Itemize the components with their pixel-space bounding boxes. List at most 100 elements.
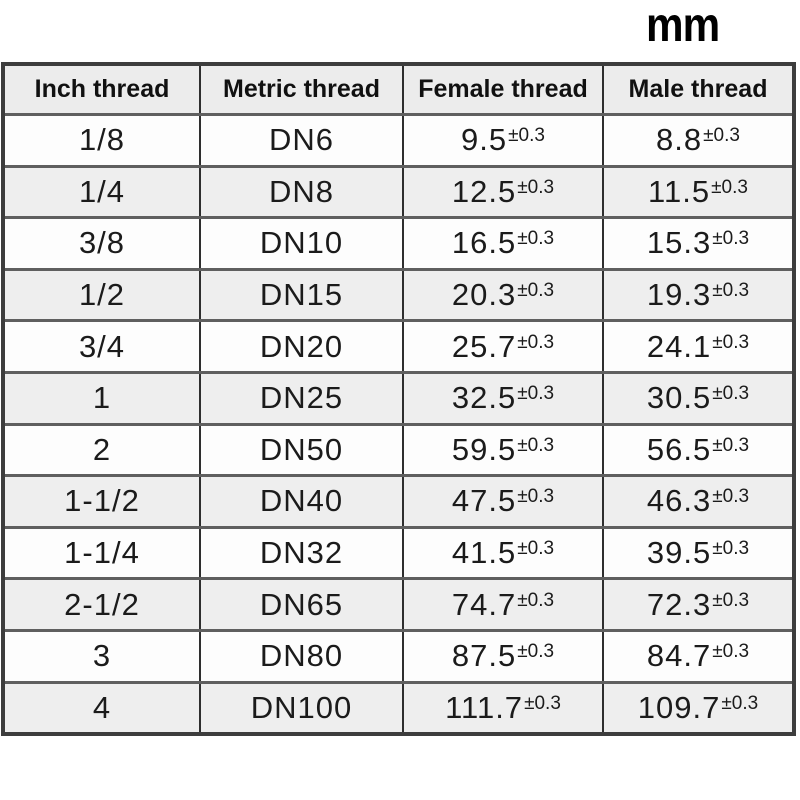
header-male-thread: Male thread — [602, 62, 795, 116]
female-thread-cell: 32.5±0.3 — [402, 370, 604, 426]
inch-thread-cell: 1-1/4 — [2, 525, 201, 581]
cell-value: 9.5 — [461, 122, 508, 158]
metric-thread-cell: DN32 — [199, 525, 404, 581]
table-row: 1/4 DN8 12.5±0.3 11.5±0.3 — [2, 164, 795, 220]
cell-value: DN40 — [259, 483, 344, 519]
tolerance-superscript: ±0.3 — [711, 176, 748, 198]
cell-value: 1-1/4 — [64, 535, 140, 571]
tolerance-superscript: ±0.3 — [703, 125, 740, 147]
female-thread-cell: 16.5±0.3 — [402, 216, 604, 271]
cell-value: 2-1/2 — [64, 586, 140, 622]
inch-thread-cell: 1 — [2, 370, 201, 426]
metric-thread-cell: DN50 — [199, 422, 404, 478]
inch-thread-cell: 3/8 — [2, 216, 201, 271]
cell-value: 47.5 — [451, 483, 517, 519]
inch-thread-cell: 2 — [2, 422, 201, 478]
cell-value: 19.3 — [646, 277, 712, 313]
inch-thread-cell: 3/4 — [2, 319, 201, 374]
tolerance-superscript: ±0.3 — [508, 125, 545, 147]
table-row: 2 DN50 59.5±0.3 56.5±0.3 — [2, 422, 795, 478]
cell-value: 72.3 — [646, 586, 712, 622]
table-row: 1/2 DN15 20.3±0.3 19.3±0.3 — [2, 267, 795, 323]
tolerance-superscript: ±0.3 — [517, 228, 555, 250]
cell-value: DN80 — [259, 638, 344, 674]
male-thread-cell: 24.1±0.3 — [602, 319, 795, 374]
metric-thread-cell: DN20 — [199, 319, 404, 374]
cell-value: DN50 — [259, 431, 344, 467]
cell-value: DN15 — [259, 277, 344, 313]
table-row: 3/4 DN20 25.7±0.3 24.1±0.3 — [2, 319, 795, 374]
cell-value: 74.7 — [451, 586, 517, 622]
metric-thread-cell: DN8 — [199, 164, 404, 220]
table-row: 1 DN25 32.5±0.3 30.5±0.3 — [2, 370, 795, 426]
cell-value: 4 — [92, 689, 112, 725]
cell-value: DN10 — [259, 225, 344, 261]
cell-value: 111.7 — [445, 689, 524, 725]
tolerance-superscript: ±0.3 — [721, 692, 759, 714]
inch-thread-cell: 4 — [2, 680, 201, 736]
table-body: 1/8 DN6 9.5±0.3 8.8±0.3 1/4 DN8 12.5±0.3 11.5±0… — [2, 113, 795, 736]
unit-label: mm — [646, 0, 720, 52]
tolerance-superscript: ±0.3 — [517, 331, 555, 353]
tolerance-superscript: ±0.3 — [517, 537, 555, 559]
cell-value: 59.5 — [451, 431, 517, 467]
inch-thread-cell: 1/4 — [2, 164, 201, 220]
cell-value: 8.8 — [656, 122, 703, 158]
table-row: 3/8 DN10 16.5±0.3 15.3±0.3 — [2, 216, 795, 271]
cell-value: DN32 — [259, 535, 344, 571]
cell-value: DN25 — [259, 380, 344, 416]
tolerance-superscript: ±0.3 — [517, 176, 555, 198]
cell-value: DN6 — [268, 122, 334, 158]
tolerance-superscript: ±0.3 — [712, 486, 750, 508]
table-row: 4 DN100 111.7±0.3 109.7±0.3 — [2, 680, 795, 736]
metric-thread-cell: DN25 — [199, 370, 404, 426]
female-thread-cell: 41.5±0.3 — [402, 525, 604, 581]
tolerance-superscript: ±0.3 — [712, 589, 750, 611]
header-female-thread: Female thread — [402, 62, 604, 116]
cell-value: 109.7 — [637, 689, 721, 725]
cell-value: 87.5 — [451, 638, 517, 674]
male-thread-cell: 11.5±0.3 — [602, 164, 795, 220]
cell-value: 3 — [92, 638, 112, 674]
metric-thread-cell: DN40 — [199, 474, 404, 529]
male-thread-cell: 19.3±0.3 — [602, 267, 795, 323]
metric-thread-cell: DN65 — [199, 577, 404, 632]
cell-value: 25.7 — [451, 328, 517, 364]
tolerance-superscript: ±0.3 — [712, 228, 750, 250]
cell-value: 1-1/2 — [64, 483, 140, 519]
table-row: 1/8 DN6 9.5±0.3 8.8±0.3 — [2, 113, 795, 168]
cell-value: 56.5 — [646, 431, 712, 467]
cell-value: 24.1 — [646, 328, 712, 364]
female-thread-cell: 59.5±0.3 — [402, 422, 604, 478]
tolerance-superscript: ±0.3 — [517, 641, 555, 663]
female-thread-cell: 111.7±0.3 — [402, 680, 604, 736]
header-metric-thread: Metric thread — [199, 62, 404, 116]
cell-value: 30.5 — [646, 380, 712, 416]
male-thread-cell: 46.3±0.3 — [602, 474, 795, 529]
cell-value: 1/2 — [78, 277, 126, 313]
cell-value: 39.5 — [646, 535, 712, 571]
cell-value: 1 — [92, 380, 112, 416]
tolerance-superscript: ±0.3 — [712, 331, 750, 353]
female-thread-cell: 12.5±0.3 — [402, 164, 604, 220]
cell-value: 16.5 — [451, 225, 517, 261]
male-thread-cell: 84.7±0.3 — [602, 628, 795, 684]
thread-size-table: Inch thread Metric thread Female thread … — [1, 62, 796, 737]
tolerance-superscript: ±0.3 — [712, 434, 750, 456]
female-thread-cell: 87.5±0.3 — [402, 628, 604, 684]
metric-thread-cell: DN6 — [199, 113, 404, 168]
metric-thread-cell: DN10 — [199, 216, 404, 271]
metric-thread-cell: DN100 — [199, 680, 404, 736]
tolerance-superscript: ±0.3 — [517, 589, 555, 611]
tolerance-superscript: ±0.3 — [517, 486, 555, 508]
tolerance-superscript: ±0.3 — [712, 641, 750, 663]
cell-value: 3/8 — [78, 225, 126, 261]
cell-value: 20.3 — [451, 277, 517, 313]
male-thread-cell: 56.5±0.3 — [602, 422, 795, 478]
metric-thread-cell: DN80 — [199, 628, 404, 684]
table-row: 1-1/4 DN32 41.5±0.3 39.5±0.3 — [2, 525, 795, 581]
tolerance-superscript: ±0.3 — [712, 537, 750, 559]
inch-thread-cell: 1/8 — [2, 113, 201, 168]
cell-value: 41.5 — [451, 535, 517, 571]
